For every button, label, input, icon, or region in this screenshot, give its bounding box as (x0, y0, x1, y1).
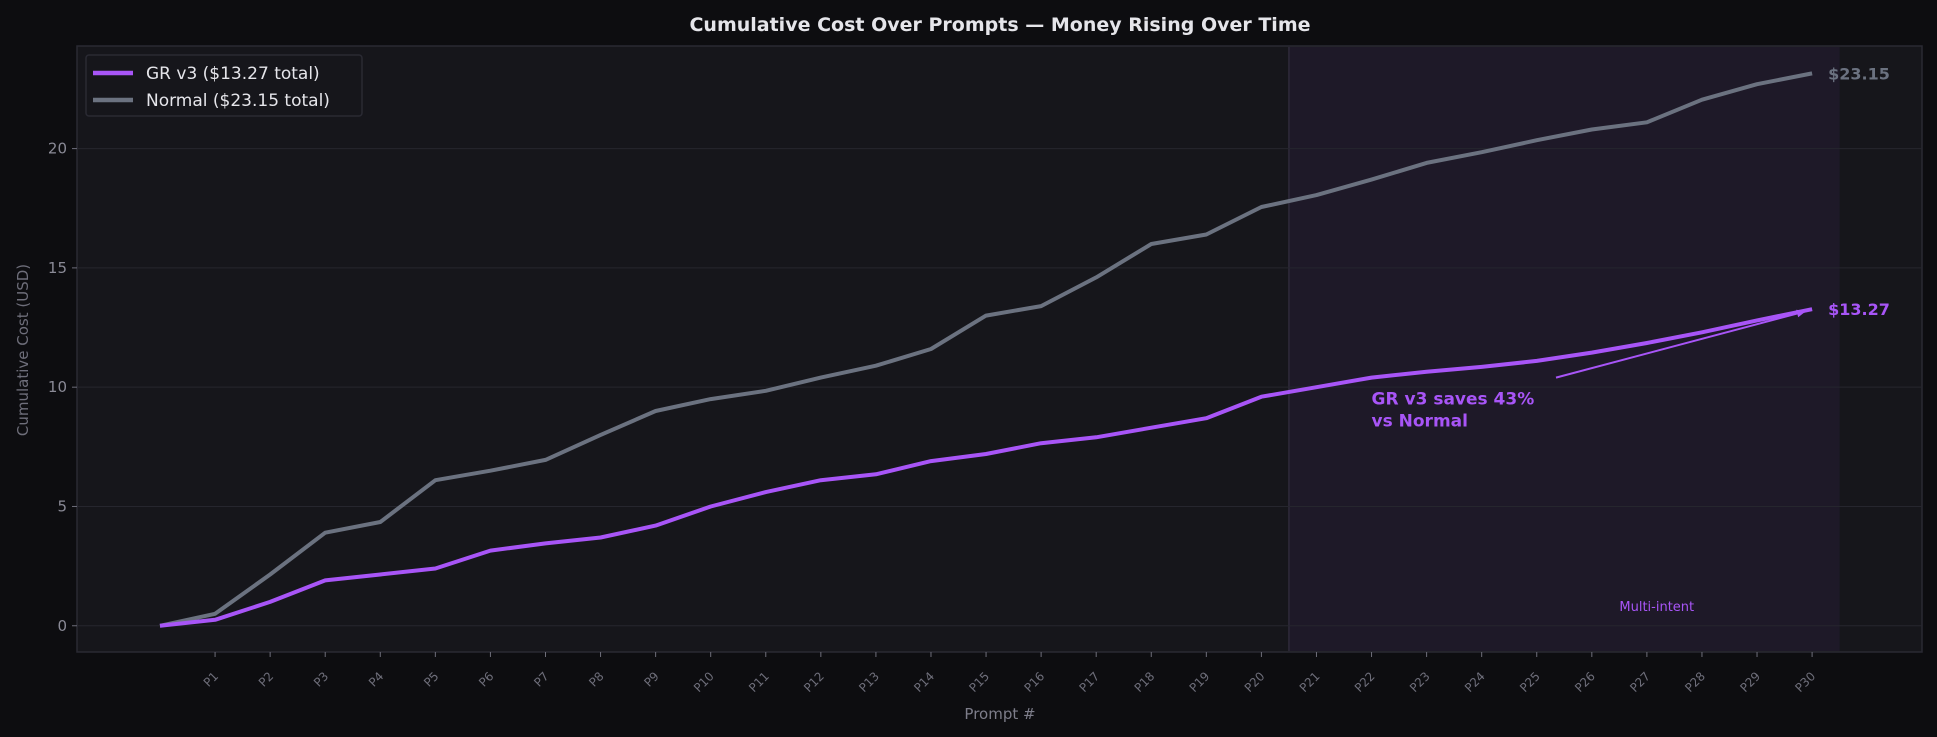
y-tick-label: 5 (57, 497, 67, 515)
end-value-label-normal: $23.15 (1828, 64, 1890, 83)
x-axis-label: Prompt # (964, 705, 1035, 723)
end-value-label-gr: $13.27 (1828, 300, 1890, 319)
y-tick-label: 15 (48, 259, 67, 277)
y-axis-label: Cumulative Cost (USD) (14, 264, 32, 436)
y-tick-label: 10 (48, 378, 67, 396)
annotation-text: vs Normal (1372, 412, 1468, 432)
legend-box (85, 54, 363, 117)
legend-entry: Normal ($23.15 total) (146, 91, 330, 111)
chart-title: Cumulative Cost Over Prompts — Money Ris… (689, 14, 1310, 36)
annotation-arrow (1555, 310, 1807, 379)
legend-entry: GR v3 ($13.27 total) (146, 64, 320, 84)
shaded-region-multi-intent (1288, 47, 1840, 651)
annotation-text: GR v3 saves 43% (1372, 390, 1535, 410)
y-tick-label: 20 (48, 140, 67, 158)
y-tick-label: 0 (57, 617, 67, 635)
series-line-normal (159, 71, 1813, 628)
annotation-arrowhead (1796, 309, 1807, 318)
shaded-region-label: Multi-intent (1619, 600, 1694, 615)
legend: GR v3 ($13.27 total) Normal ($23.15 total… (85, 54, 363, 117)
series-line-gr (159, 307, 1813, 628)
